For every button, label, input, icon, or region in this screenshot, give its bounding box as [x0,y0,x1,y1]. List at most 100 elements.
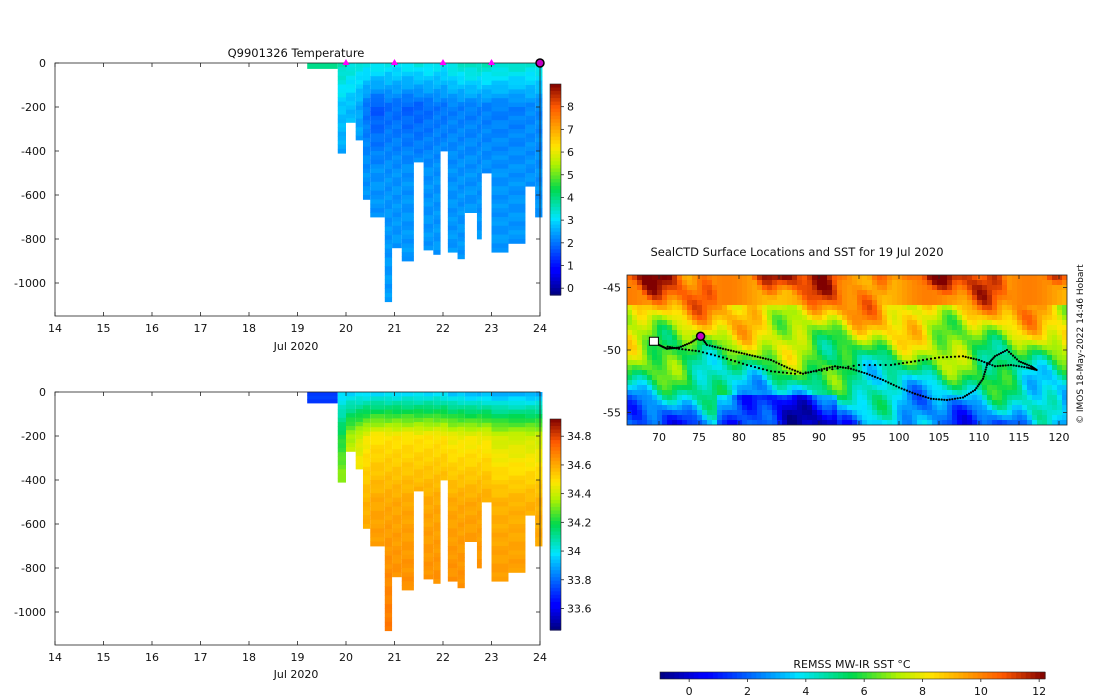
sst-cell [812,380,818,386]
profile-cell [362,480,371,485]
sst-cell [1002,355,1008,361]
colorbar-tick-label: 33.6 [567,602,592,615]
sst-cell [707,385,713,391]
profile-cell [337,123,346,128]
sst-cell [827,335,833,341]
profile-cell [508,146,526,152]
sst-cell [802,325,808,331]
sst-cell [977,415,983,421]
sst-cell [877,315,883,321]
colorbar-segment [550,468,561,473]
profile-cell [447,392,458,397]
profile-cell [423,552,434,558]
profile-cell [433,215,441,220]
sst-cell [1037,345,1043,351]
profile-cell [464,115,477,121]
sst-cell [1062,365,1067,371]
sst-cell [632,290,638,296]
profile-cell [491,453,509,459]
sst-cell [767,355,773,361]
profile-cell [370,159,385,165]
profile-cell [447,89,458,95]
track-point [932,397,935,401]
sst-cell [712,370,718,376]
profile-cell [464,471,477,476]
sst-cell [942,355,948,361]
sst-cell [922,290,928,296]
profile-cell [491,247,509,253]
profile-cell [447,217,458,222]
sst-cell [717,385,723,391]
profile-cell [535,502,543,507]
sst-cell [662,295,668,301]
sst-cell [1052,385,1058,391]
sst-cell [752,410,758,416]
profile-cell [423,531,434,536]
profile-cell [457,526,465,532]
sst-cell [887,335,893,341]
profile-cell [464,164,477,169]
profile-cell [491,400,509,406]
profile-cell [337,131,346,137]
sst-cell [917,290,923,296]
track-point [951,398,954,401]
sst-cell [682,285,688,291]
sst-cell [762,335,768,341]
profile-cell [481,427,492,432]
sst-cell [707,345,713,351]
profile-cell [535,146,543,152]
sst-cell [982,275,988,281]
sst-cell [742,300,748,306]
sst-cell [817,320,823,326]
sst-cell [722,375,728,381]
sst-cell [802,300,808,306]
sst-cell [742,410,748,416]
profile-cell [508,405,526,410]
sst-cell [987,385,993,391]
sst-cell [937,315,943,321]
profile-cell [423,526,434,532]
profile-cell [423,197,434,203]
sst-cell [1022,400,1028,406]
track-point [793,372,797,375]
sst-cell [862,285,868,291]
sst-cell [767,345,773,351]
sst-cell [672,380,678,386]
sst-cell [647,305,653,311]
track-point [873,363,877,367]
salinity-section-plot: 0-200-400-600-800-1000 14 15 16 17 18 19 20 21 2… [14,386,591,681]
profile-cell [392,137,402,143]
profile-cell [413,404,424,410]
profile-cell [433,102,441,107]
profile-cell [370,212,385,218]
profile-cell [423,171,434,177]
sst-cell [827,380,833,386]
profile-cell [491,124,509,130]
profile-cell [370,186,385,191]
profile-cell [457,193,465,199]
sst-cell [987,295,993,301]
sst-cell [867,370,873,376]
profile-cell [447,230,458,235]
sst-cell [1002,315,1008,321]
profile-cell [491,120,509,125]
sst-cell [1057,415,1063,421]
sst-cell [847,340,853,346]
profile-cell [508,93,526,99]
sst-cell [952,330,958,336]
track-point [979,381,982,384]
profile-cell [401,133,414,139]
sst-cell [982,415,988,421]
sst-cell [802,390,808,396]
sst-cell [937,385,943,391]
sst-cell [1012,275,1018,281]
sst-cell [912,285,918,291]
sst-cell [972,340,978,346]
sst-cell [907,415,913,421]
sst-cell [857,310,863,316]
colorbar-segment [919,672,926,679]
sst-cell [717,375,723,381]
profile-cell [508,537,526,542]
sst-cell [982,420,988,425]
profile-cell [481,129,492,134]
